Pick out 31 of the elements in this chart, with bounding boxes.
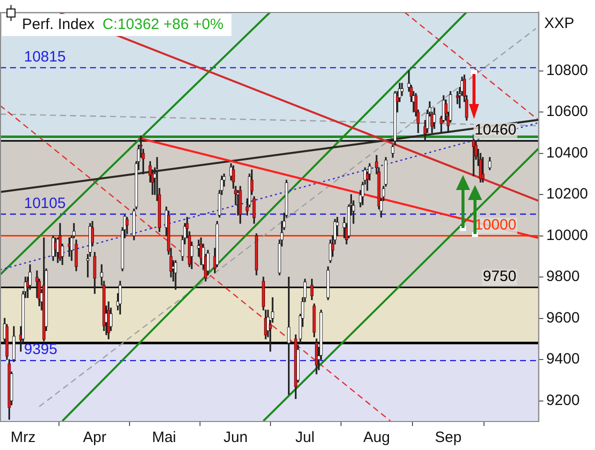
y-tick-label: 10400 xyxy=(546,144,588,162)
x-tick-label: Mai xyxy=(152,429,176,446)
ref-line-label: 9395 xyxy=(24,341,58,358)
chart-title: Perf. Index xyxy=(22,16,96,34)
y-tick-label: 9600 xyxy=(546,309,580,326)
y-tick-label: 10800 xyxy=(546,62,588,79)
x-tick-label: Jun xyxy=(224,429,248,446)
y-tick-label: 9200 xyxy=(546,392,580,409)
ref-line-label: 10000 xyxy=(474,216,516,234)
candlestick xyxy=(93,252,96,294)
x-tick-label: Sep xyxy=(434,429,462,446)
x-tick-label: Aug xyxy=(363,429,390,446)
x-tick-label: Jul xyxy=(295,429,315,446)
ref-line-label: 10815 xyxy=(24,48,66,66)
chart-subtitle: C:10362 +86 +0% xyxy=(102,16,224,34)
candlestick xyxy=(238,186,242,224)
candlestick xyxy=(287,276,290,395)
y-tick-label: 10600 xyxy=(546,103,588,120)
x-tick-label: Apr xyxy=(83,429,106,446)
ref-line-label: 10105 xyxy=(24,194,66,212)
y-tick-label: 9800 xyxy=(546,268,580,286)
ref-line-label: 9750 xyxy=(482,268,516,285)
ref-line-label: 10460 xyxy=(474,122,516,139)
candlestick xyxy=(312,304,316,338)
y-axis-title: XXP xyxy=(544,15,574,32)
x-tick-label: Mrz xyxy=(10,429,36,446)
y-tick-label: 9400 xyxy=(546,350,580,368)
candlestick xyxy=(488,157,492,170)
y-tick-label: 10200 xyxy=(546,186,588,203)
candlestick xyxy=(74,240,78,272)
y-tick-label: 10000 xyxy=(546,226,588,244)
